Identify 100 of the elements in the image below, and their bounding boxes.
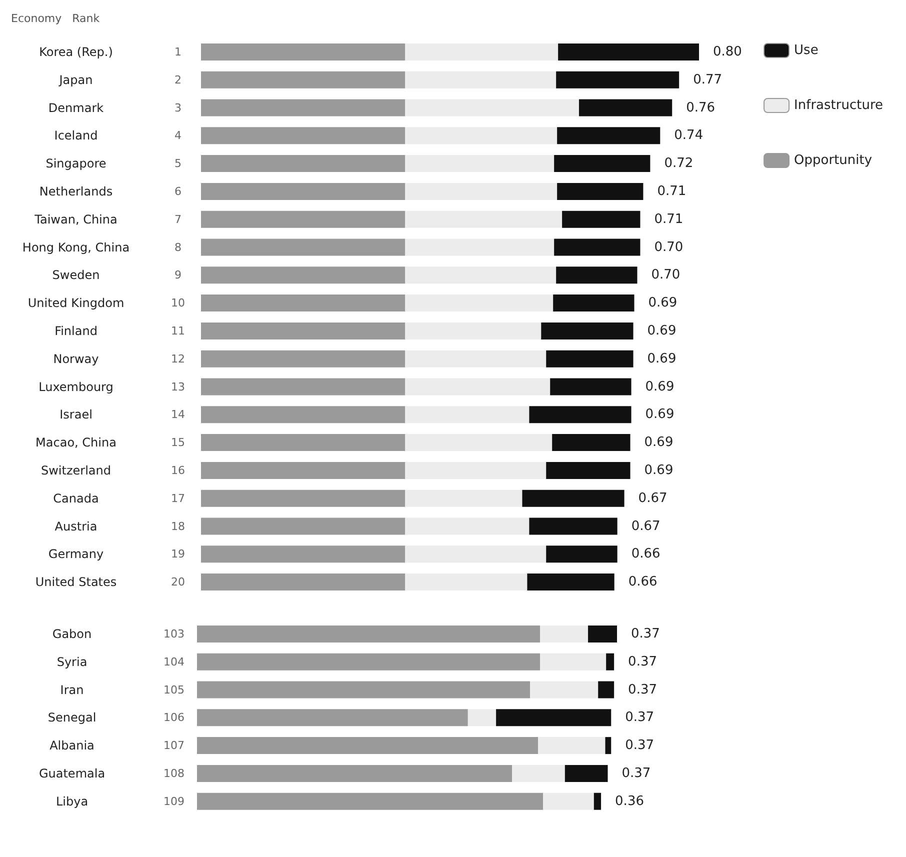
category-label: Sweden 9 — [52, 268, 182, 282]
bar — [550, 378, 632, 396]
bar — [201, 350, 406, 368]
bar — [540, 653, 606, 670]
bar — [405, 350, 546, 368]
annotation: 0.80 — [713, 44, 742, 60]
annotation: 0.76 — [686, 100, 716, 116]
bar — [405, 99, 579, 116]
bar — [538, 737, 606, 754]
bar — [405, 406, 530, 424]
annotation: 0.69 — [644, 462, 674, 478]
category-label: Finland 11 — [54, 324, 185, 338]
bar — [201, 71, 406, 88]
category-label: Denmark 3 — [48, 100, 182, 115]
annotation: 0.37 — [631, 626, 660, 642]
bar — [405, 155, 554, 172]
bar — [543, 792, 594, 810]
category-label: Austria 18 — [54, 519, 185, 534]
bar — [201, 238, 406, 256]
annotation: 0.69 — [645, 379, 674, 394]
annotation: 0.71 — [654, 212, 684, 227]
bar — [405, 462, 546, 479]
legend-label: Infrastructure — [794, 98, 884, 113]
bar — [512, 764, 565, 782]
bar — [197, 792, 544, 810]
bar — [496, 709, 612, 726]
bar — [405, 378, 550, 396]
category-label: Norway 12 — [53, 352, 185, 366]
bar — [540, 625, 588, 642]
annotation: 0.66 — [631, 546, 660, 562]
y-axis-title: Economy Rank — [11, 12, 100, 25]
bar — [405, 434, 552, 452]
bar — [557, 127, 660, 144]
bar — [606, 653, 614, 670]
category-label: Albania 107 — [50, 738, 184, 753]
bar — [201, 99, 406, 116]
bar — [197, 737, 538, 754]
annotation: 0.69 — [647, 323, 676, 338]
annotation: 0.71 — [657, 184, 686, 199]
annotation: 0.37 — [625, 738, 654, 754]
bar — [201, 518, 406, 535]
annotation: 0.69 — [647, 351, 676, 366]
category-label: Japan 2 — [59, 72, 182, 87]
bar — [201, 127, 406, 144]
bar — [201, 266, 406, 284]
annotation: 0.37 — [628, 654, 658, 670]
bar — [405, 546, 546, 563]
bar — [564, 764, 608, 782]
bar — [405, 322, 542, 340]
annotation: 0.74 — [674, 128, 704, 144]
bar — [557, 182, 644, 200]
category-label: Israel 14 — [60, 408, 185, 422]
bar — [405, 43, 558, 60]
bar — [201, 462, 406, 479]
category-label: Netherlands 6 — [39, 184, 182, 198]
annotation: 0.70 — [651, 268, 680, 283]
bar — [197, 709, 468, 726]
bar — [552, 434, 630, 452]
bar — [554, 155, 650, 172]
annotation: 0.37 — [628, 682, 658, 698]
bar — [546, 546, 618, 563]
bar — [405, 518, 530, 535]
bar — [197, 625, 540, 642]
bar — [201, 210, 406, 228]
bar — [554, 238, 640, 256]
category-label: United States 20 — [35, 575, 185, 590]
legend-label: Use — [794, 43, 818, 58]
bar — [553, 294, 634, 312]
annotation: 0.69 — [644, 435, 674, 450]
bar — [197, 653, 540, 670]
bar — [522, 490, 624, 507]
bar — [541, 322, 634, 340]
bar — [405, 182, 558, 200]
category-label: Guatemala 108 — [38, 766, 184, 780]
bar — [529, 406, 632, 424]
bar — [197, 764, 512, 782]
bar — [201, 322, 406, 340]
category-label: Luxembourg 13 — [38, 380, 185, 394]
bar — [529, 518, 618, 535]
annotation: 0.66 — [628, 574, 658, 590]
category-label: Switzerland 16 — [41, 463, 185, 478]
bar — [546, 350, 634, 368]
annotation: 0.77 — [693, 72, 722, 88]
category-label: Singapore 5 — [46, 156, 182, 171]
bar — [405, 574, 528, 591]
category-label: Korea (Rep.) 1 — [39, 44, 182, 59]
category-label: Iran 105 — [60, 682, 184, 697]
bar — [201, 406, 406, 424]
bar — [546, 462, 630, 479]
category-label: Germany 19 — [48, 547, 185, 562]
bar — [201, 378, 406, 396]
category-label: Taiwan, China 7 — [34, 212, 182, 226]
bar — [201, 574, 406, 591]
category-label: Libya 109 — [56, 794, 184, 808]
annotation: 0.69 — [648, 296, 678, 311]
annotation: 0.37 — [625, 710, 654, 726]
annotation: 0.69 — [645, 407, 674, 422]
bar — [468, 709, 496, 726]
bar — [405, 294, 554, 312]
bar — [405, 71, 556, 88]
